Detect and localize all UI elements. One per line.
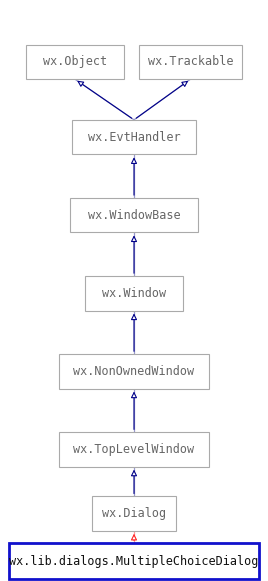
FancyBboxPatch shape bbox=[59, 432, 209, 467]
Text: wx.Trackable: wx.Trackable bbox=[148, 55, 233, 69]
Text: wx.Object: wx.Object bbox=[43, 55, 107, 69]
Text: wx.Window: wx.Window bbox=[102, 287, 166, 300]
FancyBboxPatch shape bbox=[59, 354, 209, 389]
FancyBboxPatch shape bbox=[9, 543, 259, 579]
Text: wx.lib.dialogs.MultipleChoiceDialog: wx.lib.dialogs.MultipleChoiceDialog bbox=[9, 554, 259, 568]
Text: wx.TopLevelWindow: wx.TopLevelWindow bbox=[73, 443, 195, 456]
FancyBboxPatch shape bbox=[26, 45, 124, 79]
FancyBboxPatch shape bbox=[85, 276, 183, 311]
FancyBboxPatch shape bbox=[70, 198, 198, 232]
FancyBboxPatch shape bbox=[139, 45, 242, 79]
Text: wx.EvtHandler: wx.EvtHandler bbox=[88, 131, 180, 144]
Text: wx.Dialog: wx.Dialog bbox=[102, 507, 166, 520]
Text: wx.NonOwnedWindow: wx.NonOwnedWindow bbox=[73, 365, 195, 378]
Text: wx.WindowBase: wx.WindowBase bbox=[88, 209, 180, 222]
FancyBboxPatch shape bbox=[72, 120, 196, 155]
FancyBboxPatch shape bbox=[92, 496, 176, 531]
